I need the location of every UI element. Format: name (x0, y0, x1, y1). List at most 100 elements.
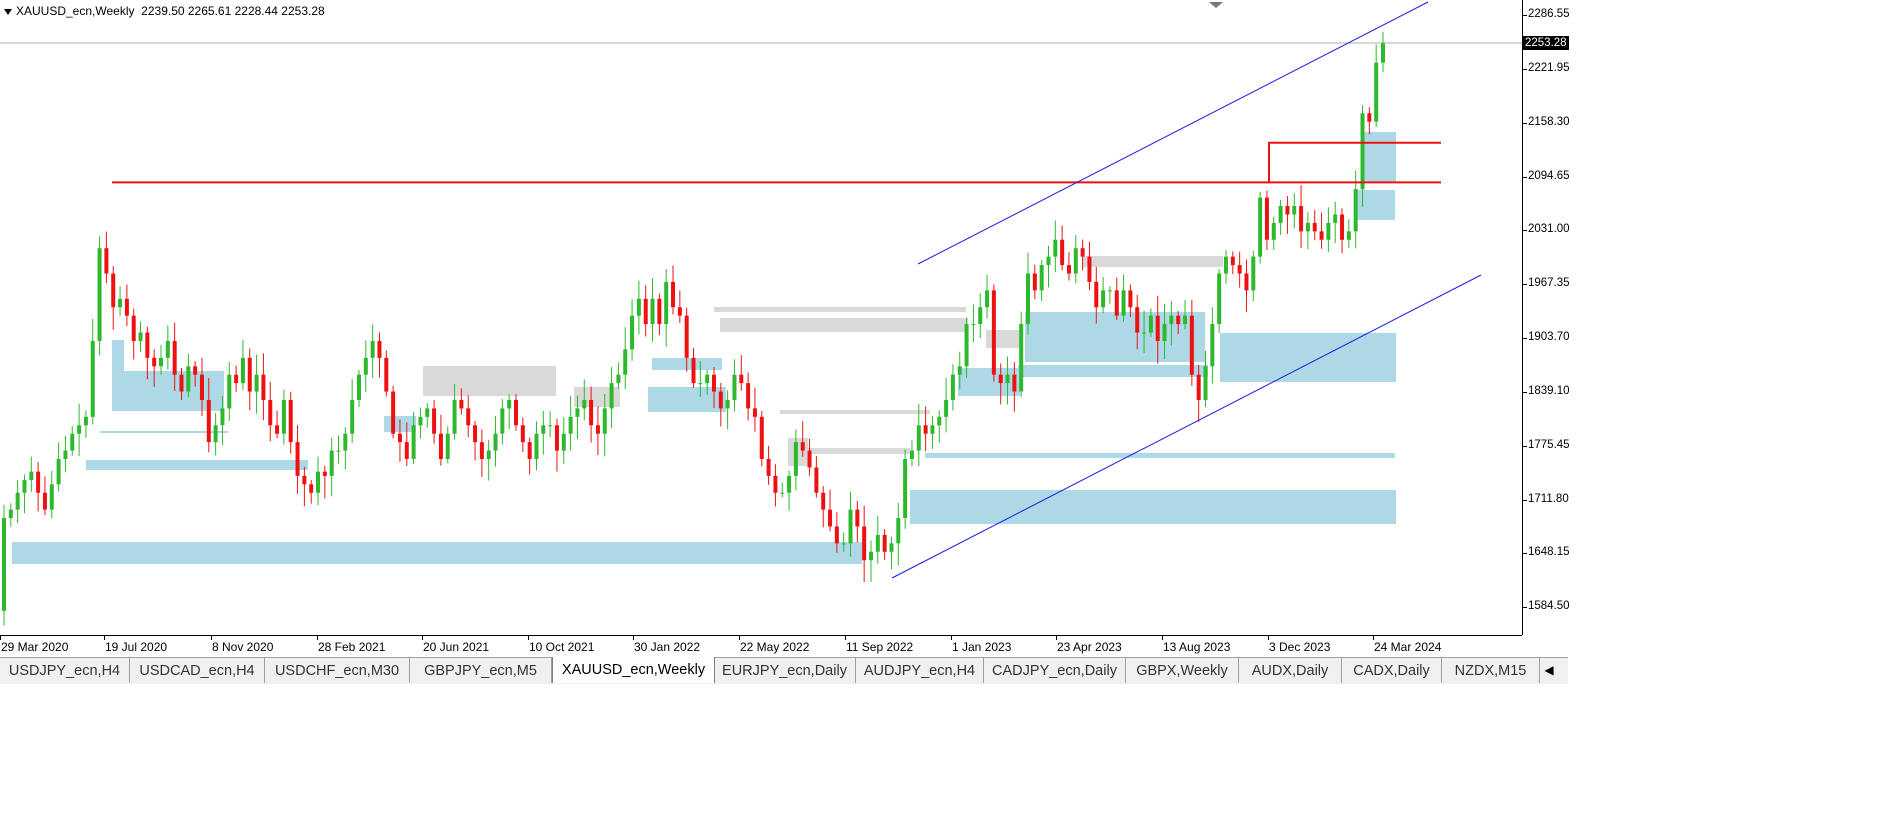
candle-body (903, 459, 908, 519)
time-label: 23 Apr 2023 (1057, 640, 1122, 654)
chart-tab[interactable]: NZDX,M15 (1442, 658, 1540, 683)
candle-body (1244, 273, 1249, 291)
chart-tab[interactable]: GBPX,Weekly (1126, 658, 1239, 683)
candle-body (930, 425, 935, 434)
chart-tab[interactable]: CADJPY_ecn,Daily (984, 658, 1126, 683)
chart-tab[interactable]: CADX,Daily (1342, 658, 1442, 683)
candle-body (1299, 206, 1304, 232)
chart-tab[interactable]: USDJPY_ecn,H4 (0, 658, 130, 683)
price-tick (1523, 607, 1527, 608)
candle-body (452, 399, 457, 434)
candle-body (425, 408, 430, 417)
candle-body (677, 307, 682, 316)
candle-body (664, 281, 669, 325)
time-label: 8 Nov 2020 (212, 640, 274, 654)
candle-body (486, 450, 491, 460)
candle-body (2, 518, 6, 611)
chart-tab[interactable]: AUDJPY_ecn,H4 (856, 658, 984, 683)
demand-zone (1220, 333, 1396, 382)
time-label: 11 Sep 2022 (846, 640, 914, 654)
candle-body (766, 459, 771, 476)
candle-body (800, 442, 805, 451)
chart-tab[interactable]: USDCAD_ecn,H4 (130, 658, 265, 683)
candle-body (752, 408, 757, 417)
price-tick (1523, 230, 1527, 232)
ohlc-values: 2239.50 2265.61 2228.44 2253.28 (141, 4, 325, 18)
time-tick (1268, 636, 1269, 640)
resistance-line-upper (1268, 141, 1441, 183)
price-tick (1523, 69, 1527, 71)
supply-zone (800, 448, 910, 454)
candle-body (971, 324, 976, 326)
candle-body (998, 374, 1003, 384)
candle-body (718, 391, 723, 409)
candle-body (589, 399, 594, 426)
price-tick (1523, 176, 1527, 178)
chart-area[interactable]: XAUUSD_ecn,Weekly 2239.50 2265.61 2228.4… (0, 0, 1522, 635)
candle-body (466, 408, 471, 426)
candle-body (240, 357, 245, 384)
time-axis[interactable]: 29 Mar 2020 19 Jul 2020 8 Nov 2020 28 Feb 2… (0, 635, 1522, 658)
price-label: 1648.15 (1528, 546, 1570, 559)
chart-tab[interactable]: GBPJPY_ecn,M5 (410, 658, 552, 683)
candle-body (459, 399, 464, 409)
chart-tab[interactable]: AUDX,Daily (1239, 658, 1342, 683)
demand-zone (1355, 190, 1395, 220)
candle-body (193, 366, 198, 375)
candle-body (1360, 113, 1365, 190)
candle-body (1326, 222, 1331, 240)
candle-body (343, 433, 348, 451)
symbol-title: XAUUSD_ecn,Weekly (16, 4, 135, 18)
candle-body (159, 357, 164, 367)
price-tick (1523, 15, 1527, 16)
candle-body (261, 374, 266, 400)
candle-body (855, 509, 860, 527)
chart-tab[interactable]: USDCHF_ecn,M30 (265, 658, 410, 683)
candle-body (691, 357, 696, 384)
candle-body (609, 383, 614, 409)
candle-body (411, 425, 416, 460)
chart-tab[interactable]: XAUUSD_ecn,Weekly (552, 657, 715, 683)
candle-body (1148, 315, 1153, 333)
candle-body (1340, 214, 1345, 240)
price-axis[interactable]: 2286.55 2221.95 2158.30 2094.65 2031.00 1967.… (1522, 0, 1570, 635)
candle-body (493, 433, 498, 451)
time-tick (528, 636, 529, 640)
chart-tab-bar: ◀ USDJPY_ecn,H4 USDCAD_ecn,H4 USDCHF_ecn,M… (0, 657, 1568, 684)
candle-body (1121, 290, 1126, 316)
candle-body (322, 471, 327, 476)
time-label: 24 Mar 2024 (1374, 640, 1442, 654)
candle-body (1094, 281, 1099, 308)
candle-body (302, 475, 307, 485)
candle-body (1026, 273, 1031, 325)
candle-body (363, 357, 368, 375)
candle-body (1374, 62, 1379, 122)
candle-body (384, 357, 389, 392)
candle-body (1060, 239, 1065, 266)
demand-zone (86, 460, 308, 470)
supply-zone (1083, 256, 1223, 267)
candle-body (124, 298, 129, 316)
candle-body (377, 340, 382, 358)
scroll-left-icon[interactable]: ◀ (1544, 663, 1554, 677)
candle-body (909, 450, 914, 460)
price-label: 1903.70 (1528, 330, 1570, 343)
collapse-triangle-icon[interactable] (4, 8, 12, 15)
chart-tab[interactable]: EURJPY_ecn,Daily (714, 658, 856, 683)
price-tick (1523, 499, 1527, 501)
candle-body (1032, 273, 1037, 291)
candle-body (561, 433, 566, 451)
shift-marker-icon (1209, 2, 1223, 8)
candlestick-chart[interactable] (0, 0, 1522, 635)
candle-body (36, 471, 41, 493)
time-label: 10 Oct 2021 (529, 640, 595, 654)
price-label: 1967.35 (1528, 277, 1570, 290)
candle-body (22, 480, 27, 493)
candle-body (1381, 43, 1385, 63)
supply-zone (986, 330, 1020, 348)
candle-body (397, 433, 402, 443)
channel-upper-line (917, 1, 1429, 265)
demand-zone (112, 371, 224, 411)
candle-body (97, 248, 102, 341)
candle-body (1005, 374, 1010, 384)
